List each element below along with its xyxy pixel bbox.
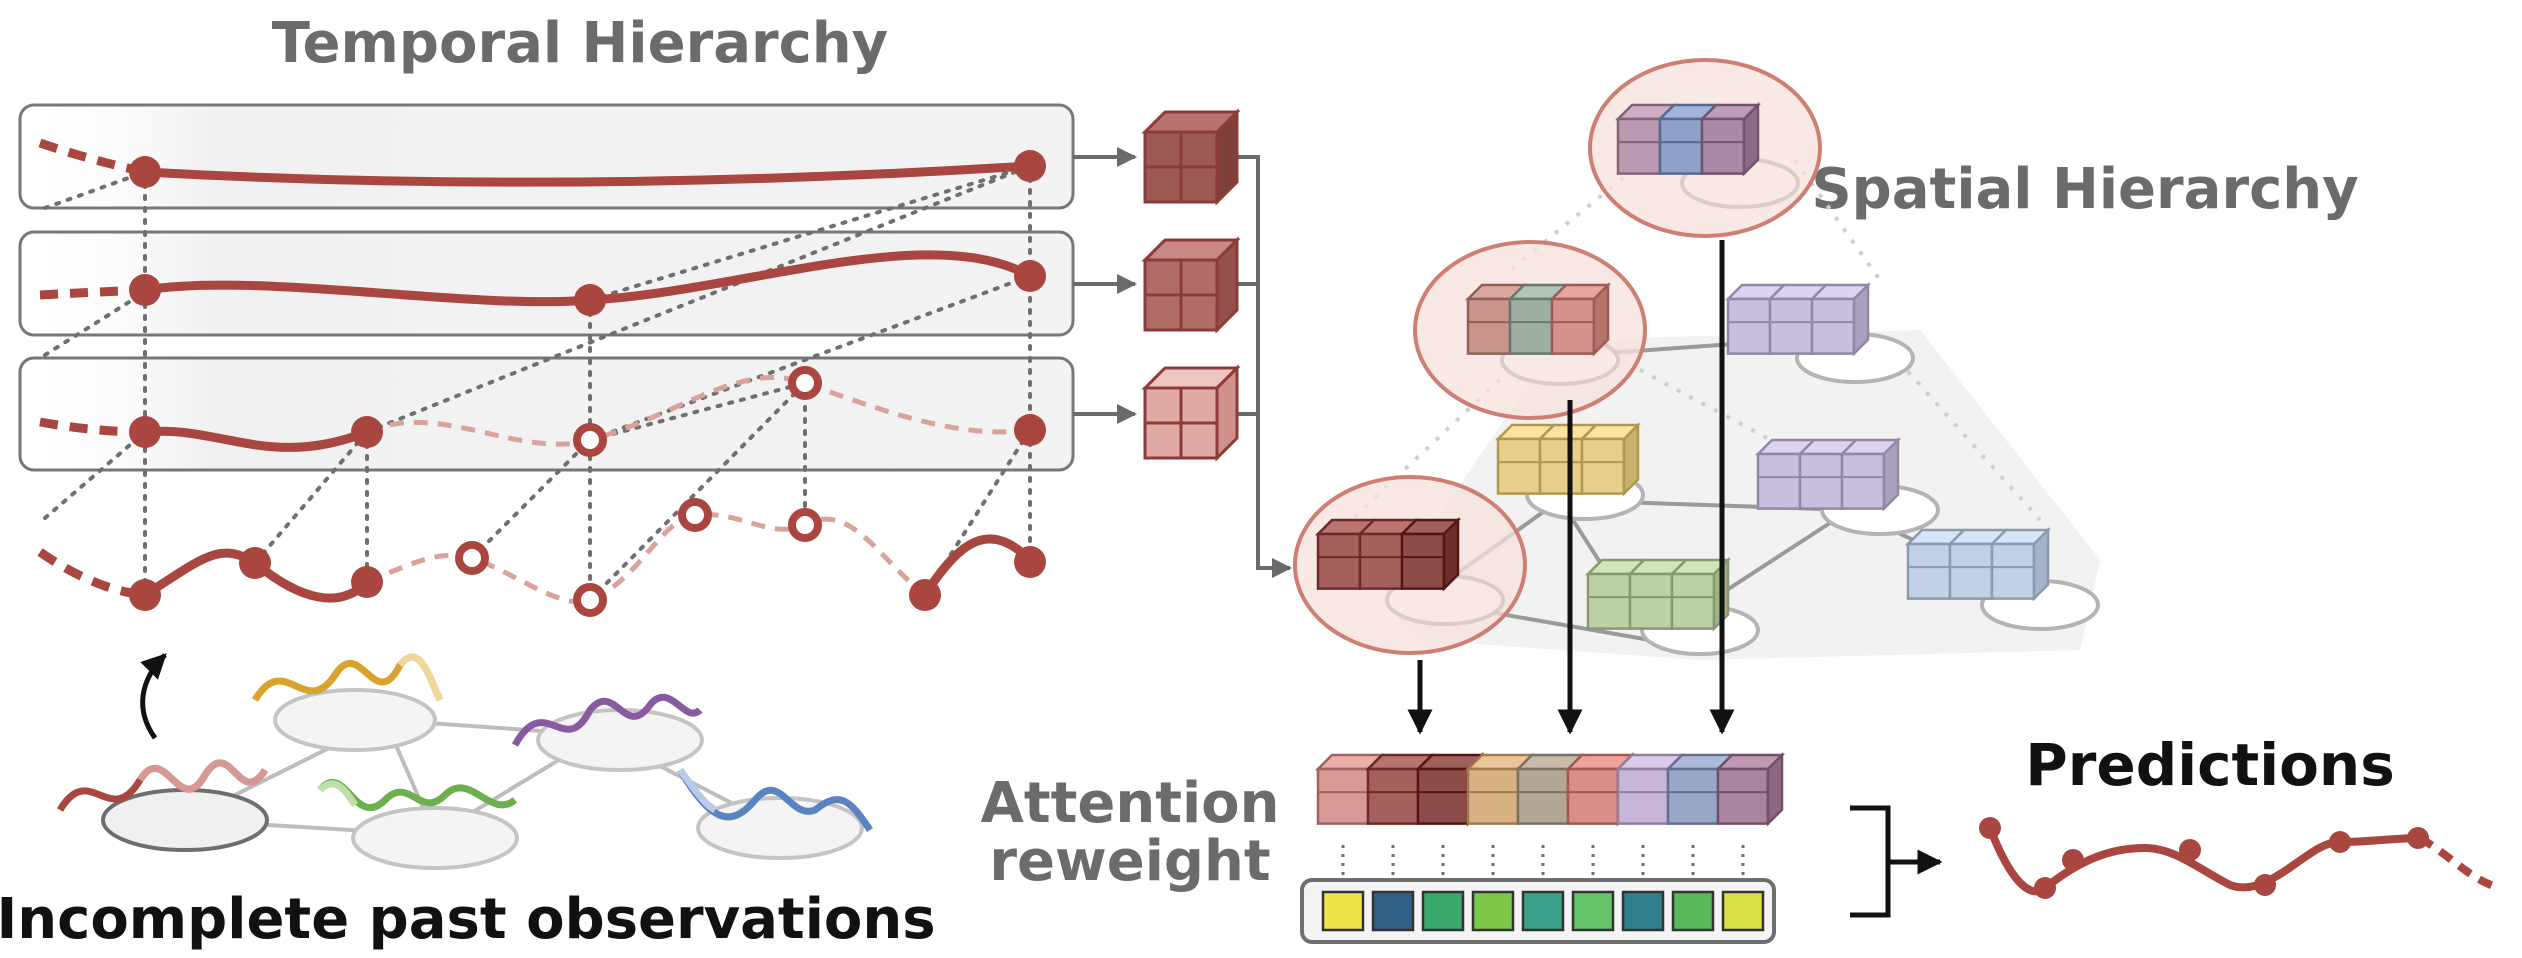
panel-output-arrows <box>1073 147 1292 578</box>
weight-cell-4 <box>1471 890 1515 932</box>
temporal-panel-level-1 <box>18 103 1075 210</box>
curved-arrow-icon <box>140 653 167 740</box>
attention-cubes-2 <box>1464 751 1636 827</box>
spatial-cubes-top <box>1614 101 1762 177</box>
spatial-cubes-purple <box>1754 436 1902 512</box>
weight-cell-3 <box>1421 890 1465 932</box>
spatial-cubes-red <box>1314 516 1462 592</box>
attention-cubes-3 <box>1614 751 1786 827</box>
weight-cell-6 <box>1571 890 1615 932</box>
weight-cell-9 <box>1721 890 1765 932</box>
weight-cell-2 <box>1371 890 1415 932</box>
bracket-arrow-icon <box>1850 805 1943 918</box>
spatial-cubes-green <box>1584 556 1732 632</box>
temporal-curve-level-2 <box>39 250 1046 316</box>
temporal-hierarchy-title: Temporal Hierarchy <box>272 11 888 76</box>
cube-stack-icon <box>1141 108 1241 462</box>
temporal-curve-level-3 <box>39 366 1046 457</box>
temporal-panel-level-3 <box>18 356 1075 472</box>
spatial-hierarchy-title: Spatial Hierarchy <box>1811 157 2358 222</box>
attention-label-line2: reweight <box>989 829 1270 894</box>
spatial-cubes-mid-right <box>1724 281 1872 357</box>
attention-cubes-1 <box>1314 751 1486 827</box>
attention-cube-row <box>1314 751 1786 827</box>
observation-graph <box>57 653 873 870</box>
weight-cell-7 <box>1621 890 1665 932</box>
temporal-dotted-links <box>43 164 1032 602</box>
attention-label-line1: Attention <box>980 771 1279 836</box>
temporal-curve-level-1 <box>38 138 1046 188</box>
weight-cells <box>1321 890 1765 932</box>
weight-cell-8 <box>1671 890 1715 932</box>
spatial-cubes-mid-left <box>1464 281 1612 357</box>
spatial-cubes-blue <box>1904 526 2052 602</box>
prediction-curve <box>1979 817 2502 899</box>
attention-input-arrows <box>1407 240 1735 735</box>
temporal-curve-raw <box>37 498 1046 617</box>
weight-cell-5 <box>1521 890 1565 932</box>
incomplete-observations-label: Incomplete past observations <box>0 887 936 952</box>
predictions-label: Predictions <box>2025 731 2395 799</box>
weight-cell-1 <box>1321 890 1365 932</box>
